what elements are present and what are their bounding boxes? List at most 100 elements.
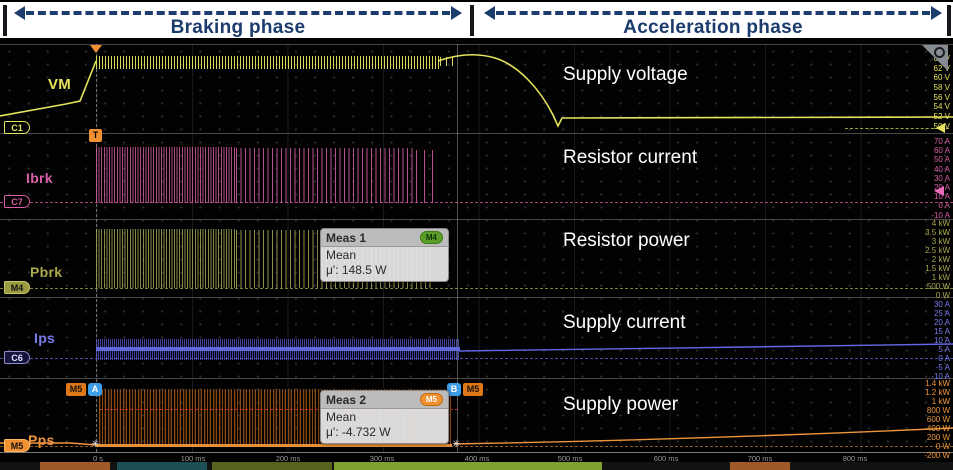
- vm-pwm-tail: [440, 57, 458, 66]
- vm-scale: 64 V 62 V 60 V 58 V 56 V 54 V 52 V 50 V: [880, 54, 950, 132]
- banner-divider-left: [3, 5, 7, 36]
- scale-label: 4 kW: [931, 219, 950, 228]
- ibrk-pulse-band-sparse: [236, 148, 416, 203]
- toolbar-segment[interactable]: [212, 462, 332, 470]
- separator: [0, 133, 953, 134]
- channel-badge-m5[interactable]: M5: [4, 439, 30, 452]
- scale-label: 20 A: [933, 318, 950, 327]
- scale-label: 400 W: [926, 424, 950, 433]
- acceleration-arrow: [496, 11, 930, 15]
- scale-label: 60 V: [933, 73, 950, 83]
- supply-voltage-label: Supply voltage: [563, 64, 688, 85]
- scale-label: 1.2 kW: [925, 388, 950, 397]
- scale-label: 25 A: [933, 309, 950, 318]
- pbrk-pulse-band-dense: [96, 229, 236, 288]
- toolbar-segment[interactable]: [40, 462, 110, 470]
- braking-phase-region: Braking phase: [12, 4, 464, 38]
- supply-current-label: Supply current: [563, 312, 686, 333]
- acceleration-phase-region: Acceleration phase: [482, 4, 944, 38]
- scale-label: 500 W: [926, 282, 950, 291]
- gate-m5-badge-right[interactable]: M5: [463, 383, 483, 396]
- scale-label: 0 W: [935, 291, 950, 300]
- ibrk-pulse-tail: [416, 150, 440, 203]
- ibrk-scale: 70 A 60 A 50 A 40 A 30 A 20 A 10 A 0 A -…: [880, 137, 950, 220]
- toolbar-segment[interactable]: [334, 462, 602, 470]
- pbrk-scale: 4 kW 3.5 kW 3 kW 2.5 kW 2 kW 1.5 kW 1 kW…: [880, 219, 950, 300]
- supply-power-label: Supply power: [563, 394, 679, 415]
- scale-label: 50 A: [933, 155, 950, 165]
- time-tick: 500 ms: [557, 454, 583, 463]
- scale-label: 0 A: [938, 354, 950, 363]
- ips-scale: 30 A 25 A 20 A 15 A 10 A 5 A 0 A -5 A -1…: [880, 300, 950, 381]
- scale-label: 3.5 kW: [925, 228, 950, 237]
- meas1-header: Meas 1 M4: [321, 229, 448, 247]
- toolbar-segment[interactable]: [730, 462, 790, 470]
- meas2-box[interactable]: Meas 2 M5 Mean μ': -4.732 W: [320, 390, 449, 444]
- trigger-badge[interactable]: T: [89, 129, 102, 142]
- bottom-toolbar-strip: [0, 462, 953, 470]
- meas1-box[interactable]: Meas 1 M4 Mean μ': 148.5 W: [320, 228, 449, 282]
- gate-b-badge[interactable]: B: [447, 383, 461, 396]
- meas1-value: μ': 148.5 W: [326, 263, 387, 277]
- meas2-body: Mean μ': -4.732 W: [321, 409, 448, 443]
- scale-label: 200 W: [926, 433, 950, 442]
- meas2-title: Meas 2: [326, 392, 367, 407]
- ips-noise-core: [96, 347, 460, 351]
- vm-label: VM: [48, 76, 72, 93]
- scale-label: 1.4 kW: [925, 379, 950, 388]
- ibrk-level-arrow-icon: [934, 186, 944, 196]
- scale-label: 40 A: [933, 164, 950, 174]
- cursor-marker-b[interactable]: ✳: [452, 439, 461, 450]
- time-tick: 300 ms: [369, 454, 395, 463]
- channel-badge-c1[interactable]: C1: [4, 121, 30, 134]
- arrow-right-icon: [451, 6, 462, 20]
- channel-badge-m4[interactable]: M4: [4, 281, 30, 294]
- separator: [0, 378, 953, 379]
- scale-label: 10 A: [933, 192, 950, 202]
- cursor-marker-a[interactable]: ✳: [91, 439, 100, 450]
- separator: [0, 297, 953, 298]
- measurement-gate-line: [100, 409, 458, 410]
- gate-b-cursor-line[interactable]: [457, 44, 458, 452]
- toolbar-segment[interactable]: [117, 462, 207, 470]
- scale-label: 2.5 kW: [925, 246, 950, 255]
- acceleration-phase-label: Acceleration phase: [623, 17, 803, 38]
- channel-badge-c7[interactable]: C7: [4, 195, 30, 208]
- ibrk-zero-line: [0, 202, 953, 203]
- pps-baseline-bright: [96, 444, 452, 447]
- scale-label: 30 A: [933, 300, 950, 309]
- scale-label: 60 A: [933, 146, 950, 156]
- banner-divider-right: [947, 5, 951, 36]
- time-tick: 700 ms: [747, 454, 773, 463]
- time-tick: 0 s: [92, 454, 104, 463]
- banner-divider-middle: [470, 5, 474, 36]
- scale-label: 3 kW: [931, 237, 950, 246]
- pps-scale: 1.4 kW 1.2 kW 1 kW 800 W 600 W 400 W 200…: [880, 379, 950, 460]
- meas1-stat: Mean: [326, 248, 357, 262]
- scale-label: 0 W: [935, 442, 950, 451]
- scale-label: -200 W: [924, 451, 950, 460]
- gate-m5-badge-left[interactable]: M5: [66, 383, 86, 396]
- scale-label: 0 A: [938, 201, 950, 211]
- scale-label: -10 A: [931, 210, 950, 220]
- meas1-body: Mean μ': 148.5 W: [321, 247, 448, 281]
- pps-zero-line: [0, 446, 953, 447]
- scale-label: 52 V: [933, 112, 950, 122]
- time-tick: 200 ms: [275, 454, 301, 463]
- resistor-current-label: Resistor current: [563, 147, 698, 168]
- time-tick: 400 ms: [464, 454, 490, 463]
- meas1-title: Meas 1: [326, 230, 367, 245]
- scale-label: 56 V: [933, 92, 950, 102]
- channel-badge-c6[interactable]: C6: [4, 351, 30, 364]
- time-tick: 100 ms: [180, 454, 206, 463]
- meas1-source-badge: M4: [419, 231, 443, 244]
- waveform-display: VM Ibrk Pbrk Ips Pps Supply voltage Resi…: [0, 38, 953, 470]
- trigger-position-icon[interactable]: [90, 45, 102, 53]
- gate-a-badge[interactable]: A: [88, 383, 102, 396]
- time-axis-line: [0, 452, 953, 453]
- pbrk-zero-line: [0, 288, 953, 289]
- arrow-left-icon: [14, 6, 25, 20]
- scale-label: 62 V: [933, 63, 950, 73]
- resistor-power-label: Resistor power: [563, 230, 690, 251]
